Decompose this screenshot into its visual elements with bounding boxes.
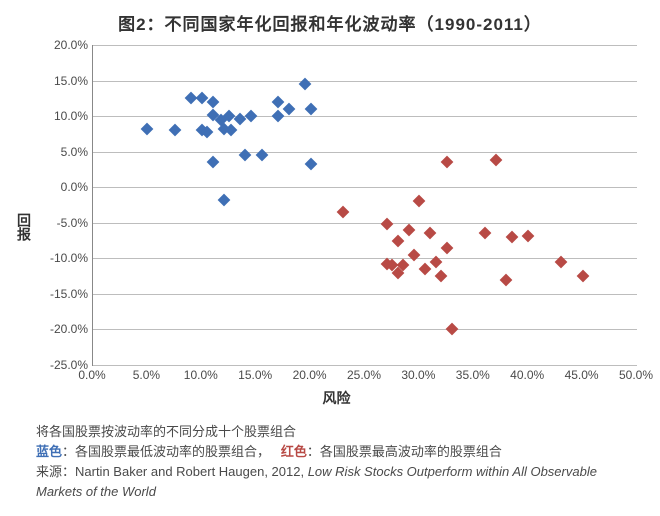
x-ticks: 0.0%5.0%10.0%15.0%20.0%25.0%30.0%35.0%40… — [92, 366, 636, 384]
x-tick-label: 45.0% — [565, 368, 599, 382]
caption-line1: 将各国股票按波动率的不同分成十个股票组合 — [36, 422, 636, 442]
data-point-blue — [168, 124, 181, 137]
gridline-h — [93, 187, 637, 188]
y-tick-label: 5.0% — [61, 145, 88, 159]
data-point-red — [576, 270, 589, 283]
x-tick-label: 10.0% — [184, 368, 218, 382]
data-point-red — [440, 241, 453, 254]
x-tick-label: 20.0% — [293, 368, 327, 382]
data-point-blue — [282, 103, 295, 116]
x-tick-label: 35.0% — [456, 368, 490, 382]
data-point-red — [446, 323, 459, 336]
data-point-red — [522, 229, 535, 242]
data-point-red — [478, 227, 491, 240]
y-tick-label: -20.0% — [50, 322, 88, 336]
y-tick-label: 15.0% — [54, 74, 88, 88]
data-point-blue — [304, 103, 317, 116]
x-axis-label: 风险 — [36, 388, 637, 408]
x-tick-label: 5.0% — [133, 368, 160, 382]
gridline-h — [93, 329, 637, 330]
y-tick-label: 0.0% — [61, 180, 88, 194]
data-point-blue — [244, 110, 257, 123]
caption-blue-text: ：各国股票最低波动率的股票组合， — [62, 444, 270, 459]
data-point-blue — [141, 123, 154, 136]
caption-source: 来源：Nartin Baker and Robert Haugen, 2012,… — [36, 462, 636, 502]
gridline-h — [93, 152, 637, 153]
plot-area — [92, 45, 637, 366]
x-tick-label: 30.0% — [401, 368, 435, 382]
y-tick-label: -10.0% — [50, 251, 88, 265]
gridline-h — [93, 258, 637, 259]
caption-source-prefix: 来源：Nartin Baker and Robert Haugen, 2012, — [36, 464, 308, 479]
data-point-red — [413, 195, 426, 208]
caption-red-text: ：各国股票最高波动率的股票组合 — [307, 444, 502, 459]
data-point-red — [424, 227, 437, 240]
x-tick-label: 0.0% — [78, 368, 105, 382]
data-point-red — [418, 263, 431, 276]
data-point-red — [380, 218, 393, 231]
data-point-blue — [195, 92, 208, 105]
data-point-blue — [217, 194, 230, 207]
data-point-blue — [304, 158, 317, 171]
data-point-blue — [272, 110, 285, 123]
gridline-h — [93, 45, 637, 46]
gridline-h — [93, 294, 637, 295]
chart-container: 图2：不同国家年化回报和年化波动率（1990-2011） 回报 -25.0%-2… — [0, 0, 660, 509]
data-point-red — [440, 156, 453, 169]
data-point-red — [500, 273, 513, 286]
x-tick-label: 50.0% — [619, 368, 653, 382]
x-tick-label: 25.0% — [347, 368, 381, 382]
data-point-red — [489, 154, 502, 167]
y-tick-label: 10.0% — [54, 109, 88, 123]
data-point-red — [391, 234, 404, 247]
y-ticks: -25.0%-20.0%-15.0%-10.0%-5.0%0.0%5.0%10.… — [36, 45, 92, 365]
data-point-red — [435, 270, 448, 283]
caption-block: 将各国股票按波动率的不同分成十个股票组合 蓝色：各国股票最低波动率的股票组合， … — [36, 422, 636, 503]
plot-outer: -25.0%-20.0%-15.0%-10.0%-5.0%0.0%5.0%10.… — [36, 45, 637, 408]
data-point-blue — [272, 96, 285, 109]
chart-body: 回报 -25.0%-20.0%-15.0%-10.0%-5.0%0.0%5.0%… — [14, 45, 646, 408]
y-tick-label: 20.0% — [54, 38, 88, 52]
gridline-h — [93, 81, 637, 82]
data-point-blue — [206, 156, 219, 169]
gridline-h — [93, 223, 637, 224]
x-tick-label: 15.0% — [238, 368, 272, 382]
x-tick-label: 40.0% — [510, 368, 544, 382]
data-point-red — [337, 206, 350, 219]
caption-red-label: 红色 — [281, 444, 307, 459]
caption-line2: 蓝色：各国股票最低波动率的股票组合， 红色：各国股票最高波动率的股票组合 — [36, 442, 636, 462]
chart-title: 图2：不同国家年化回报和年化波动率（1990-2011） — [14, 10, 646, 35]
y-axis-label: 回报 — [14, 213, 36, 241]
y-tick-label: -15.0% — [50, 287, 88, 301]
data-point-red — [506, 231, 519, 244]
y-tick-label: -5.0% — [57, 216, 88, 230]
data-point-red — [402, 224, 415, 237]
caption-blue-label: 蓝色 — [36, 444, 62, 459]
gridline-h — [93, 116, 637, 117]
